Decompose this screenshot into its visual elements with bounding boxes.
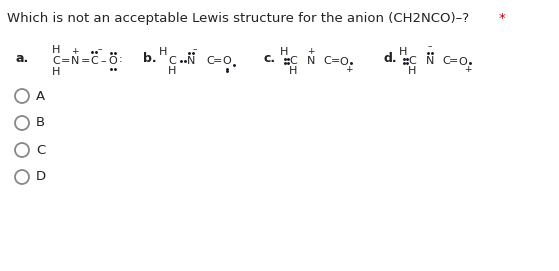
Text: O: O <box>222 56 231 66</box>
Text: d.: d. <box>383 51 397 64</box>
Text: H: H <box>289 66 297 76</box>
Text: C: C <box>323 56 331 66</box>
Text: H: H <box>280 47 288 57</box>
Text: –: – <box>100 56 106 66</box>
Text: H: H <box>168 66 176 76</box>
Text: A: A <box>36 89 45 102</box>
Text: =: = <box>80 56 89 66</box>
Text: *: * <box>499 12 506 25</box>
Text: C: C <box>206 56 214 66</box>
Text: D: D <box>36 170 46 183</box>
Text: +: + <box>71 47 79 56</box>
Text: a.: a. <box>16 51 29 64</box>
Text: =: = <box>330 56 340 66</box>
Text: –: – <box>193 46 197 54</box>
Text: N: N <box>187 56 195 66</box>
Text: –: – <box>428 43 432 51</box>
Text: +: + <box>345 64 353 73</box>
Text: H: H <box>159 47 167 57</box>
Text: :: : <box>119 54 123 64</box>
Text: N: N <box>307 56 315 66</box>
Text: +: + <box>307 47 315 56</box>
Text: O: O <box>340 57 348 67</box>
Text: H: H <box>52 67 60 77</box>
Text: =: = <box>214 56 222 66</box>
Text: C: C <box>442 56 450 66</box>
Text: H: H <box>52 45 60 55</box>
Text: =: = <box>449 56 459 66</box>
Text: N: N <box>71 56 79 66</box>
Text: C: C <box>408 56 416 66</box>
Text: O: O <box>458 57 467 67</box>
Text: C: C <box>52 56 60 66</box>
Text: Which is not an acceptable Lewis structure for the anion (CH2NCO)–?: Which is not an acceptable Lewis structu… <box>7 12 473 25</box>
Text: H: H <box>408 66 416 76</box>
Text: C: C <box>289 56 297 66</box>
Text: C: C <box>90 56 98 66</box>
Text: +: + <box>465 64 472 73</box>
Text: B: B <box>36 117 45 130</box>
Text: O: O <box>108 56 117 66</box>
Text: =: = <box>61 56 70 66</box>
Text: N: N <box>426 56 434 66</box>
Text: H: H <box>399 47 407 57</box>
Text: –: – <box>98 46 102 54</box>
Text: C: C <box>168 56 176 66</box>
Text: b.: b. <box>143 51 157 64</box>
Text: c.: c. <box>263 51 275 64</box>
Text: C: C <box>36 144 45 156</box>
